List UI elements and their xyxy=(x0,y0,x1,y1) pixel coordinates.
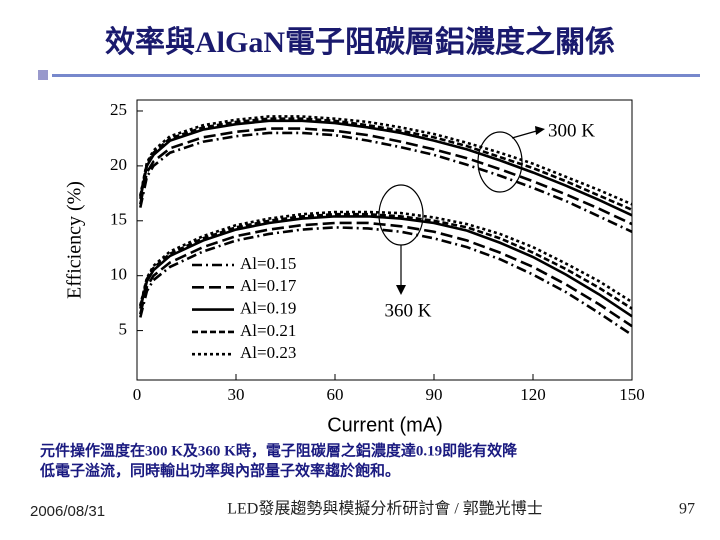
x-tick-label: 120 xyxy=(520,385,546,404)
x-tick-label: 150 xyxy=(619,385,645,404)
y-tick-label: 15 xyxy=(110,210,127,229)
x-axis-label: Current (mA) xyxy=(327,414,443,436)
x-tick-label: 30 xyxy=(228,385,245,404)
x-tick-label: 0 xyxy=(133,385,142,404)
slide-title: 效率與AlGaN電子阻碳層鋁濃度之關係 xyxy=(105,25,615,59)
data-line xyxy=(139,215,633,318)
caption: 低電子溢流，同時輸出功率與內部量子效率趨於飽和。 xyxy=(39,461,400,479)
data-line xyxy=(139,221,633,328)
data-line xyxy=(139,117,633,211)
legend-label: Al=0.23 xyxy=(240,343,296,362)
title-rule xyxy=(52,74,700,77)
footer-page: 97 xyxy=(679,501,695,518)
data-line xyxy=(139,115,633,206)
x-tick-label: 90 xyxy=(426,385,443,404)
arrow-300k xyxy=(511,129,541,139)
arrowhead xyxy=(535,126,545,135)
legend-label: Al=0.19 xyxy=(240,299,296,318)
data-line xyxy=(139,226,633,337)
legend-label: Al=0.15 xyxy=(240,254,296,273)
plot-frame xyxy=(136,99,633,381)
caption: 元件操作溫度在300 K及360 K時，電子阻碳層之鋁濃度達0.19即能有效降 xyxy=(40,441,518,459)
data-line xyxy=(139,212,633,310)
chart: 300 K 360 K Current (mA) Efficiency (%) … xyxy=(64,99,645,436)
annotation: 360 K xyxy=(385,300,432,321)
data-line xyxy=(139,127,633,226)
y-axis-label: Efficiency (%) xyxy=(64,181,86,299)
y-tick-label: 25 xyxy=(110,100,127,119)
annotation: 300 K xyxy=(548,120,595,141)
footer-center: LED發展趨勢與模擬分析研討會 / 郭艷光博士 xyxy=(227,500,543,518)
y-tick-label: 10 xyxy=(110,265,127,284)
y-tick-label: 20 xyxy=(110,155,127,174)
footer-date: 2006/08/31 xyxy=(30,503,105,520)
data-line xyxy=(139,210,633,306)
arrowhead xyxy=(396,285,406,295)
decor xyxy=(38,70,48,80)
data-line xyxy=(139,131,633,233)
x-tick-label: 60 xyxy=(327,385,344,404)
legend-label: Al=0.21 xyxy=(240,321,296,340)
legend-label: Al=0.17 xyxy=(240,276,297,295)
y-tick-label: 5 xyxy=(119,319,128,338)
data-line xyxy=(139,119,633,217)
